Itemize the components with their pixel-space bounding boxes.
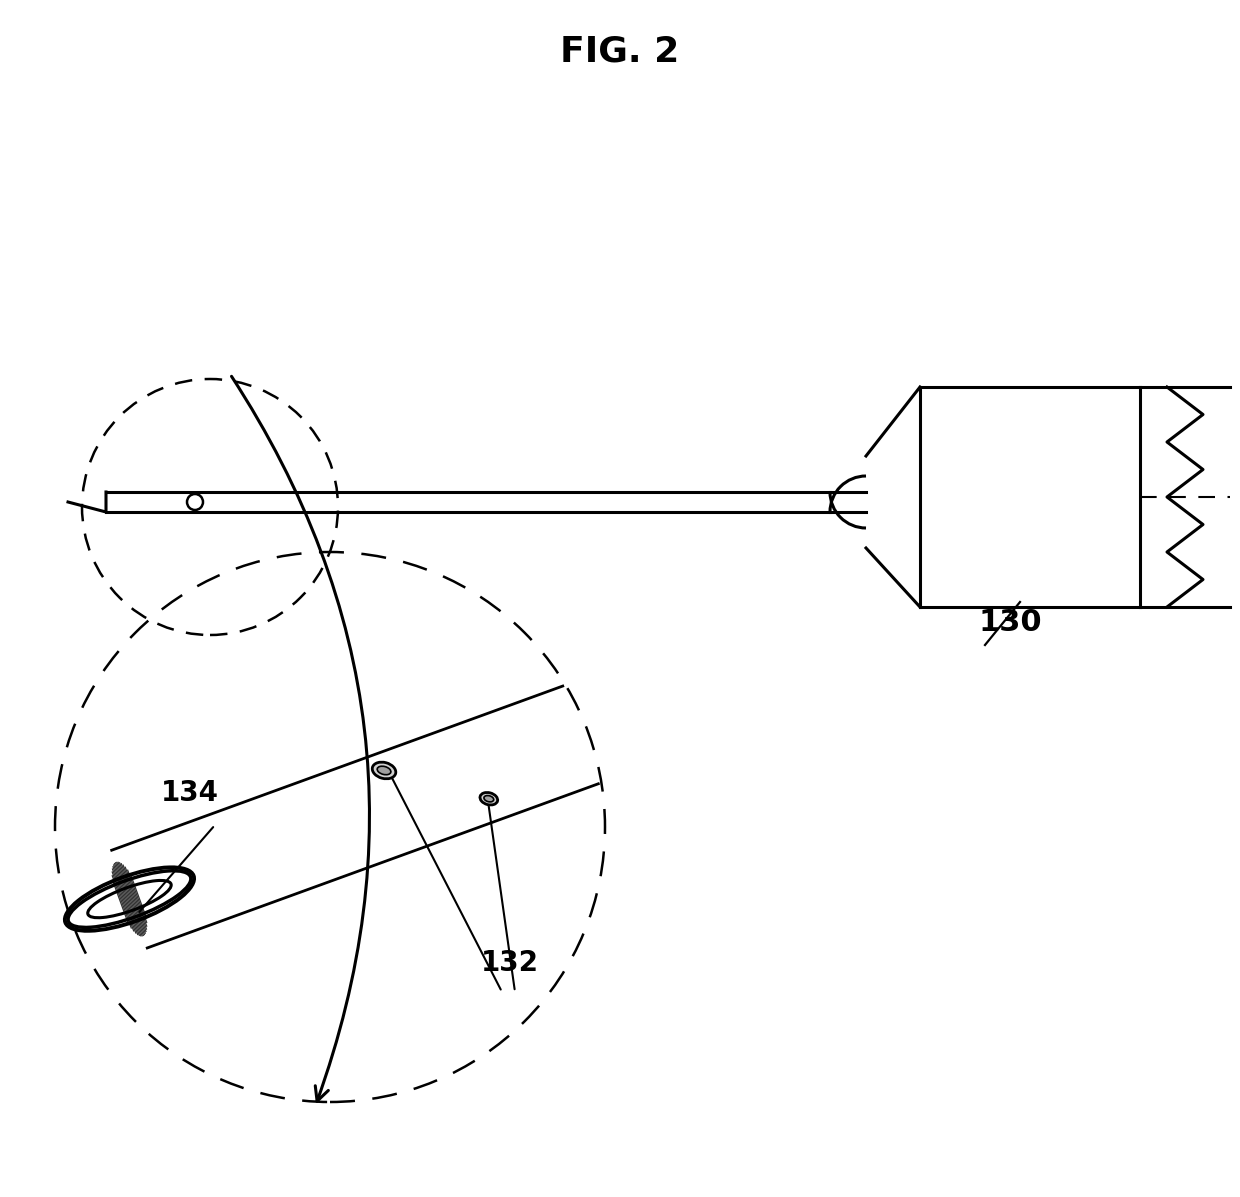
Text: 132: 132: [481, 949, 539, 977]
Text: 134: 134: [161, 779, 219, 807]
Ellipse shape: [372, 762, 396, 779]
Ellipse shape: [377, 766, 391, 774]
Text: FIG. 2: FIG. 2: [560, 35, 680, 69]
Ellipse shape: [484, 796, 494, 802]
Ellipse shape: [480, 792, 497, 804]
Text: 130: 130: [978, 608, 1042, 637]
